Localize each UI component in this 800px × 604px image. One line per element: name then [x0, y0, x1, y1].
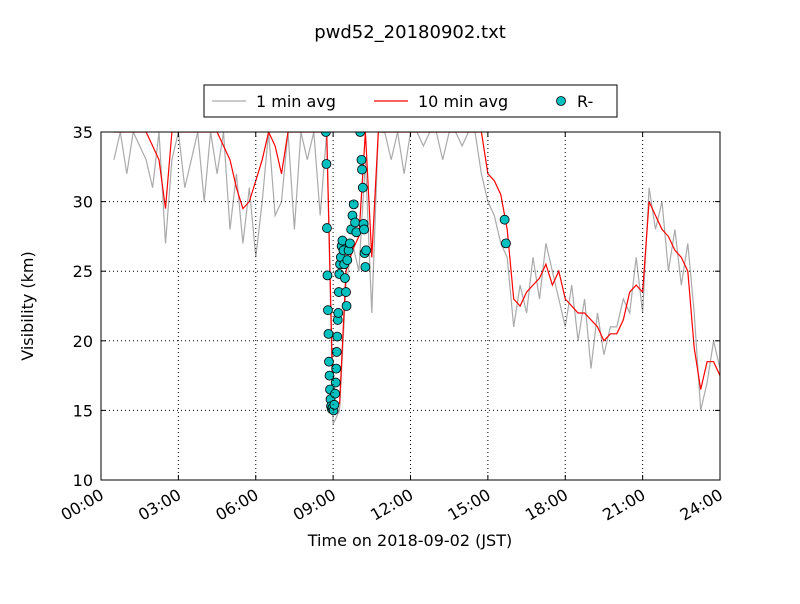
data-point [330, 388, 341, 399]
data-point [344, 238, 355, 249]
data-point [333, 308, 344, 318]
data-point [356, 154, 367, 165]
legend-label: 1 min avg [256, 92, 336, 111]
data-point [323, 305, 333, 316]
y-tick-label: 35 [73, 123, 93, 142]
x-axis-label: Time on 2018-09-02 (JST) [307, 531, 512, 550]
series-line [113, 132, 720, 404]
data-point [361, 245, 372, 256]
data-point [355, 132, 366, 137]
data-point [324, 370, 335, 381]
data-point [350, 217, 360, 228]
data-point [329, 399, 340, 410]
data-point [360, 262, 371, 272]
data-point [499, 214, 510, 225]
data-point [321, 159, 332, 169]
data-point [322, 223, 332, 233]
data-point [357, 164, 367, 175]
data-point [323, 328, 334, 339]
y-tick-label: 20 [73, 332, 93, 351]
plot-area [113, 132, 720, 425]
data-point [332, 331, 343, 342]
legend-marker [556, 96, 566, 106]
y-axis-label: Visibility (km) [18, 251, 37, 360]
chart-title: pwd52_20180902.txt [314, 22, 506, 43]
series-line [113, 132, 720, 425]
data-point [331, 363, 342, 374]
y-tick-label: 25 [73, 262, 93, 281]
data-point [330, 377, 341, 388]
data-point [501, 238, 511, 249]
data-point [321, 132, 331, 137]
data-point [340, 273, 350, 284]
data-point [359, 224, 369, 235]
data-point [322, 270, 333, 281]
data-point [331, 347, 342, 357]
legend-box [203, 84, 618, 118]
y-tick-label: 15 [73, 401, 93, 420]
data-point [348, 199, 359, 210]
y-tick-label: 10 [73, 471, 93, 490]
data-point [357, 182, 368, 193]
legend-label: 10 min avg [418, 92, 508, 111]
data-point [342, 255, 353, 265]
y-tick-label: 30 [73, 193, 93, 212]
data-point [341, 301, 352, 311]
data-point [341, 287, 351, 297]
data-point [324, 356, 334, 367]
legend-label: R- [577, 92, 593, 111]
